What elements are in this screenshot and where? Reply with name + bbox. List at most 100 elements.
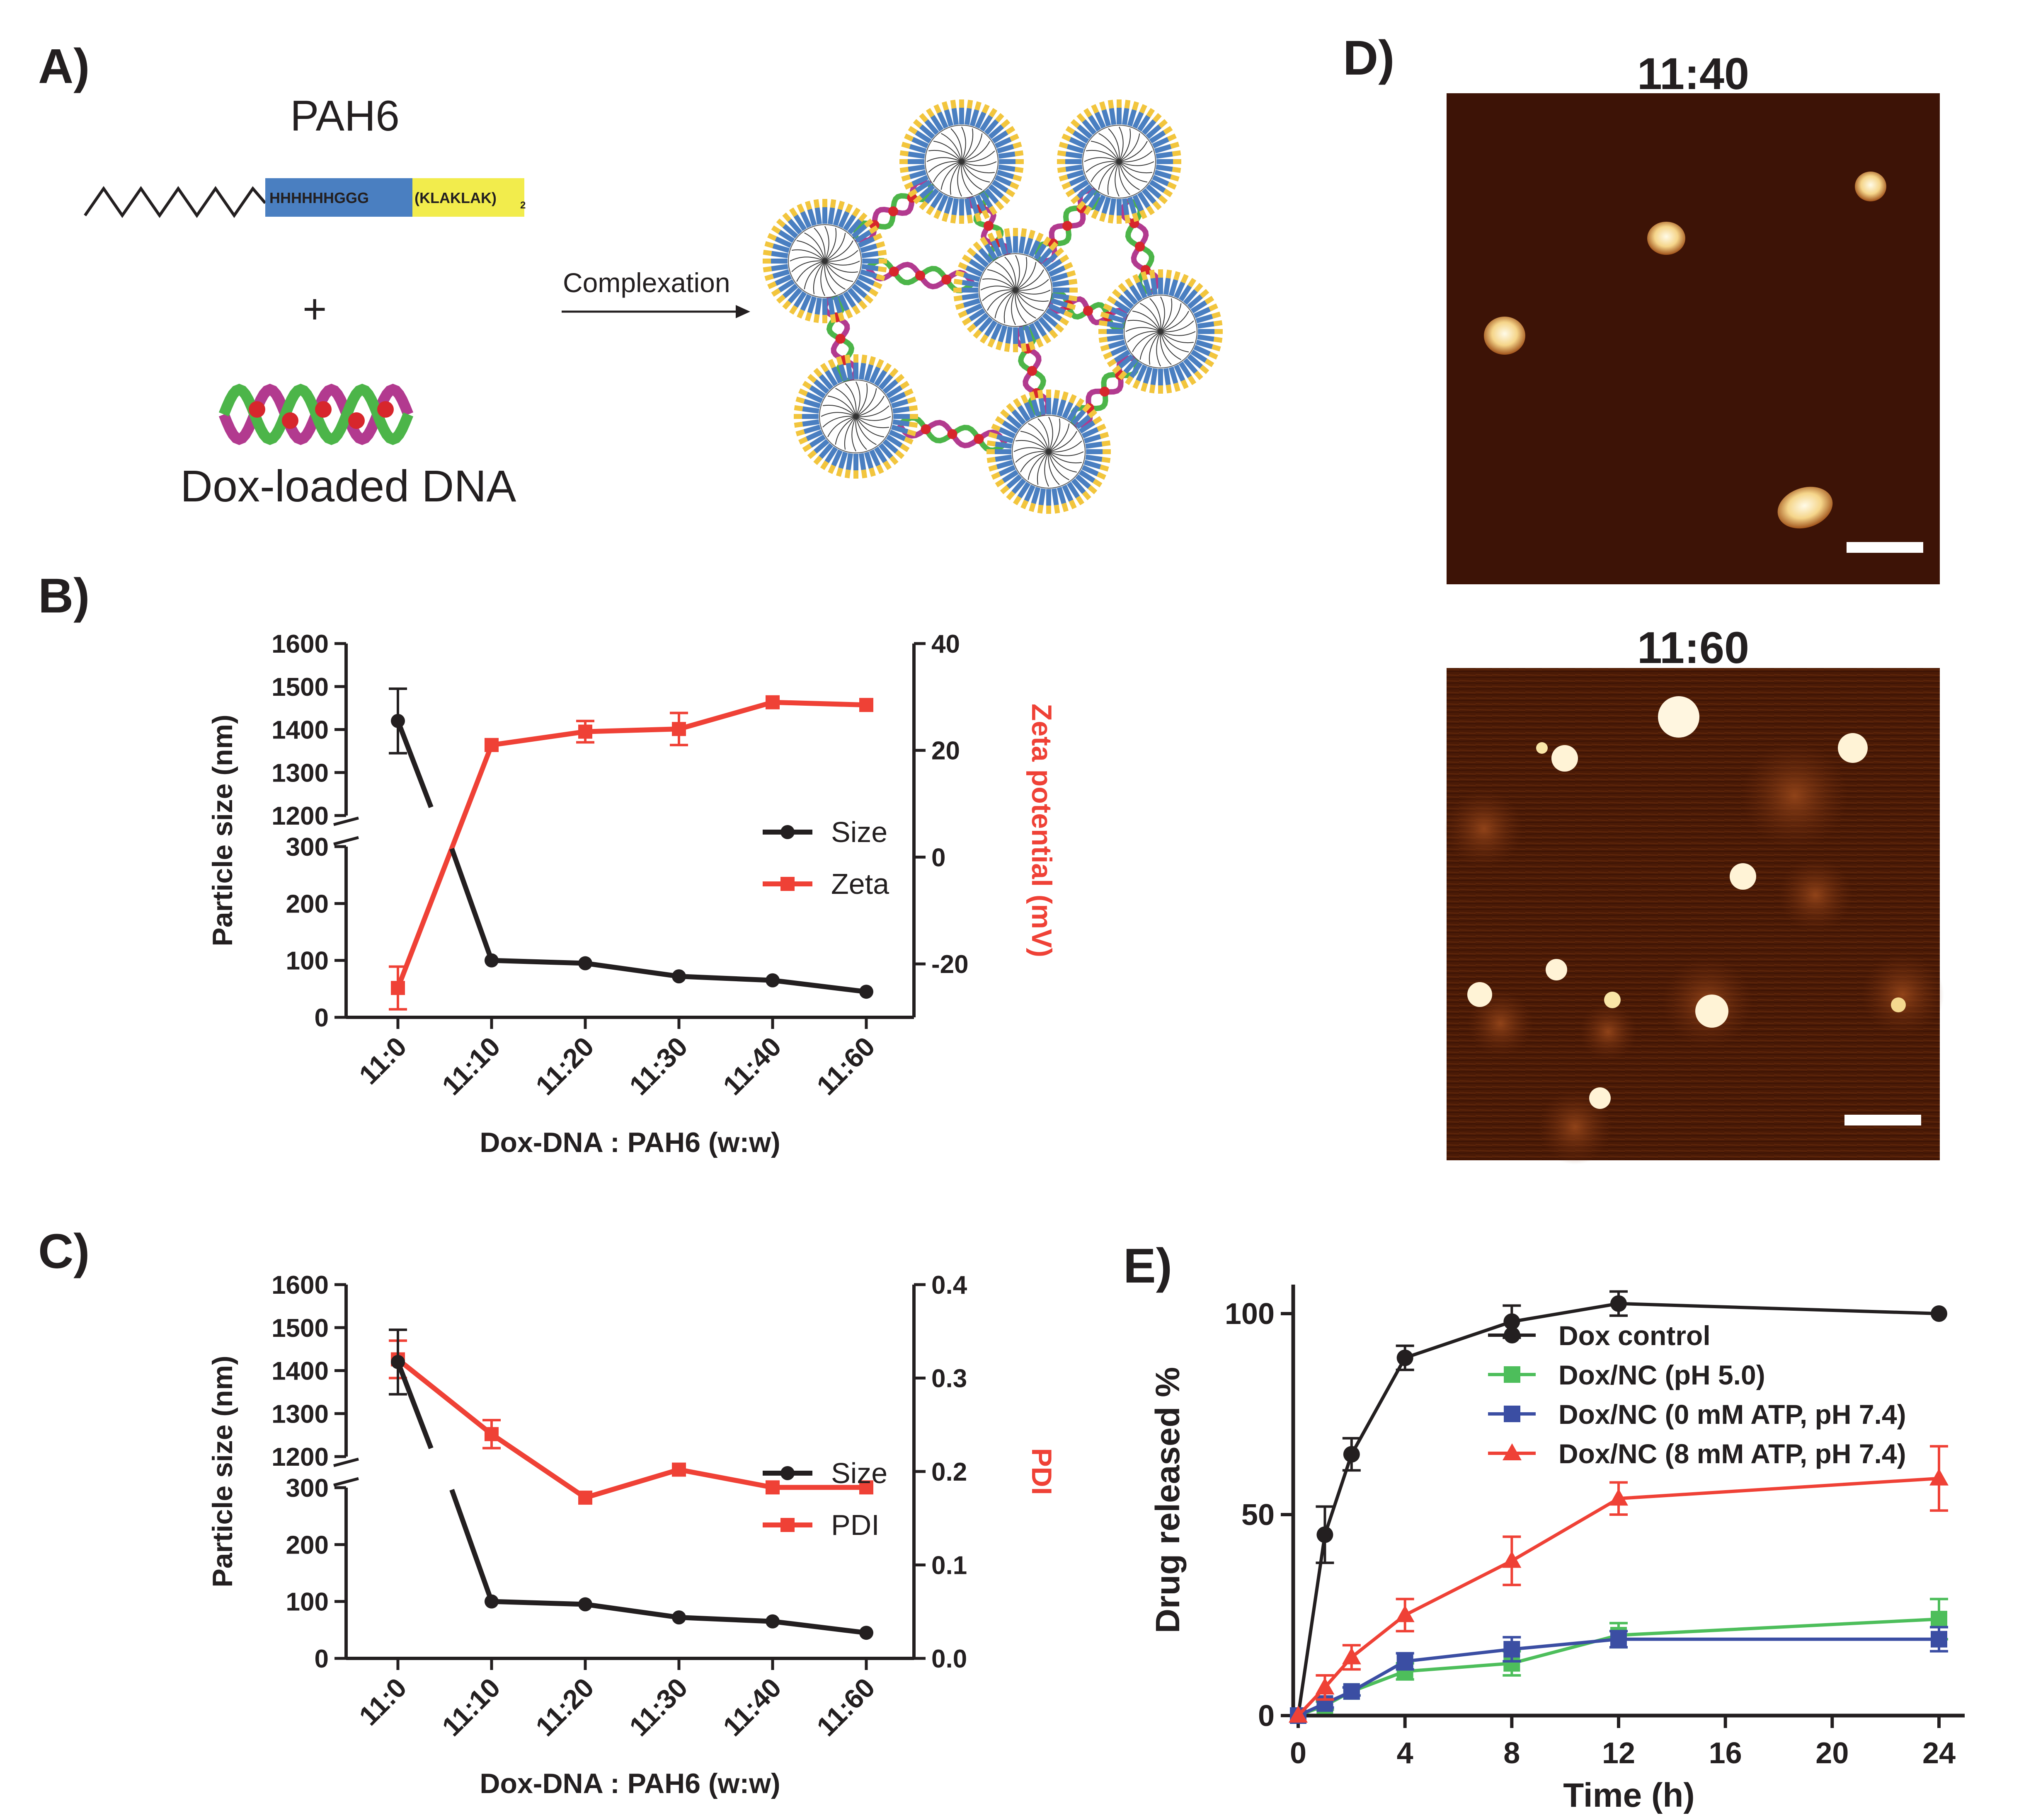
- micelle-klak-segment: [1001, 195, 1011, 204]
- micelle-tail: [1115, 161, 1120, 197]
- series-3-point: [1342, 1647, 1361, 1665]
- micelle-klak-segment: [813, 199, 820, 208]
- micelle-tail: [1015, 269, 1044, 290]
- micelle-his-segment: [944, 109, 954, 127]
- micelle-his-segment: [772, 243, 790, 253]
- micelle-klak-segment: [1054, 323, 1064, 333]
- x-axis-title: Time (h): [1563, 1776, 1694, 1814]
- micelle-klak-segment: [926, 108, 935, 118]
- micelle-his-segment: [869, 449, 881, 467]
- micelle-his-segment: [1072, 130, 1089, 144]
- micelle-klak-segment: [919, 201, 928, 211]
- micelle-tail: [856, 416, 889, 428]
- panel-a: A) PAH6 HHHHHHGGG (KLAKLAK) 2 + Dox-load…: [38, 39, 1223, 514]
- micelle-klak-segment: [1099, 213, 1107, 222]
- micelle-his-segment: [869, 366, 881, 384]
- micelle-his-segment: [882, 439, 899, 454]
- micelle-klak-segment: [1132, 274, 1141, 284]
- chart-c: 1200 1300 1400 1500 1600 0 100 200 300 0.0 0.1 0.2 0…: [207, 1271, 1057, 1799]
- micelle-klak-segment: [995, 230, 1003, 239]
- micelle-his-segment: [843, 291, 856, 308]
- y-tick-label: 1200: [271, 1443, 329, 1471]
- axis-break-mark: [333, 1477, 359, 1487]
- data-point-size: [391, 1355, 405, 1369]
- micelle-his-segment: [1137, 115, 1151, 132]
- y-tick-label: 100: [286, 1588, 329, 1617]
- micelle-his-segment: [999, 427, 1016, 439]
- micelle-klak-segment: [1208, 351, 1218, 360]
- micelle-klak-segment: [955, 303, 965, 310]
- micelle-tail: [950, 128, 962, 162]
- micelle-tail: [1015, 279, 1049, 291]
- micelle-tail: [824, 228, 837, 261]
- y-tick-label: 1400: [271, 1357, 329, 1386]
- micelle-his-segment: [996, 144, 1014, 154]
- legend-marker-3: [1503, 1443, 1522, 1460]
- micelle-klak-segment: [889, 368, 899, 378]
- micelle-klak-segment: [1083, 206, 1092, 215]
- micelle-tail: [791, 249, 825, 261]
- micelle-klak-segment: [798, 388, 808, 397]
- micelle-his-segment: [1076, 124, 1093, 139]
- y-tick-label: 1400: [271, 716, 329, 745]
- micelle-klak-segment: [1212, 344, 1221, 352]
- micelle-his-segment: [882, 379, 899, 394]
- y-tick-label: 0: [315, 1004, 329, 1032]
- micelle-his-segment: [998, 164, 1015, 172]
- micelle-tail: [824, 261, 858, 273]
- micelle-klak-segment: [1020, 394, 1029, 404]
- series-line-size-segment: [449, 1488, 494, 1602]
- micelle-klak-segment: [764, 273, 774, 281]
- axis-break-mark: [333, 1457, 359, 1467]
- micelle-klak-segment: [1020, 499, 1029, 509]
- micelle-his-segment: [995, 441, 1012, 449]
- micelle-his-segment: [1088, 191, 1101, 208]
- legend-label-2: Dox/NC (0 mM ATP, pH 7.4): [1558, 1399, 1906, 1430]
- legend-marker-pdi: [780, 1518, 795, 1532]
- micelle-his-segment: [892, 419, 910, 427]
- micelle-tail: [1048, 431, 1077, 452]
- micelle-klak-segment: [995, 113, 1004, 123]
- micelle-klak-segment: [802, 380, 812, 390]
- micelle-his-segment: [994, 174, 1012, 186]
- micelle-tail: [1156, 331, 1161, 367]
- micelle-tail: [957, 161, 962, 197]
- micelle-his-segment: [1051, 488, 1059, 506]
- micelle-klak-segment: [962, 317, 972, 326]
- micelle-klak-segment: [805, 312, 812, 322]
- micelle-tail: [1119, 128, 1131, 162]
- micelle-his-segment: [843, 214, 856, 231]
- x-tick-label: 11:0: [353, 1031, 412, 1090]
- micelle-his-segment: [806, 392, 823, 404]
- micelle-klak-segment: [1139, 209, 1147, 219]
- micelle-klak-segment: [1170, 174, 1180, 182]
- micelle-klak-segment: [1166, 269, 1172, 279]
- micelle-his-segment: [911, 137, 929, 149]
- micelle-his-segment: [1048, 303, 1066, 315]
- micelle-klak-segment: [813, 368, 823, 378]
- series-line-pdi: [396, 1357, 866, 1501]
- micelle-his-segment: [803, 399, 821, 409]
- micelle-klak-segment: [1180, 379, 1189, 389]
- y2-tick-label: 0.3: [931, 1365, 967, 1393]
- micelle-tail: [1160, 320, 1194, 332]
- micelle-his-segment: [851, 283, 868, 298]
- micelle-his-segment: [833, 296, 843, 314]
- legend-marker-1: [1504, 1366, 1520, 1383]
- micelle-klak-segment: [1118, 283, 1127, 293]
- micelle-klak-segment: [941, 213, 949, 222]
- data-point-pdi: [672, 1462, 686, 1477]
- x-tick-label: 11:10: [436, 1031, 506, 1101]
- micelle: [1057, 99, 1181, 224]
- series-line-size-segment: [395, 1361, 434, 1450]
- micelle-his-segment: [788, 288, 802, 304]
- micelle-klak-segment: [1009, 133, 1019, 142]
- micelle-klak-segment: [900, 380, 910, 390]
- micelle-tail: [1119, 150, 1153, 162]
- micelle-his-segment: [995, 454, 1012, 462]
- micelle-klak-segment: [858, 212, 868, 222]
- micelle-klak-segment: [1173, 382, 1181, 392]
- micelle-his-segment: [858, 363, 866, 380]
- micelle-klak-segment: [789, 207, 798, 217]
- panel-e: E) 0 50 100 0 4 8 12 16 20 24 Time (h) Drug release…: [1123, 1239, 1965, 1814]
